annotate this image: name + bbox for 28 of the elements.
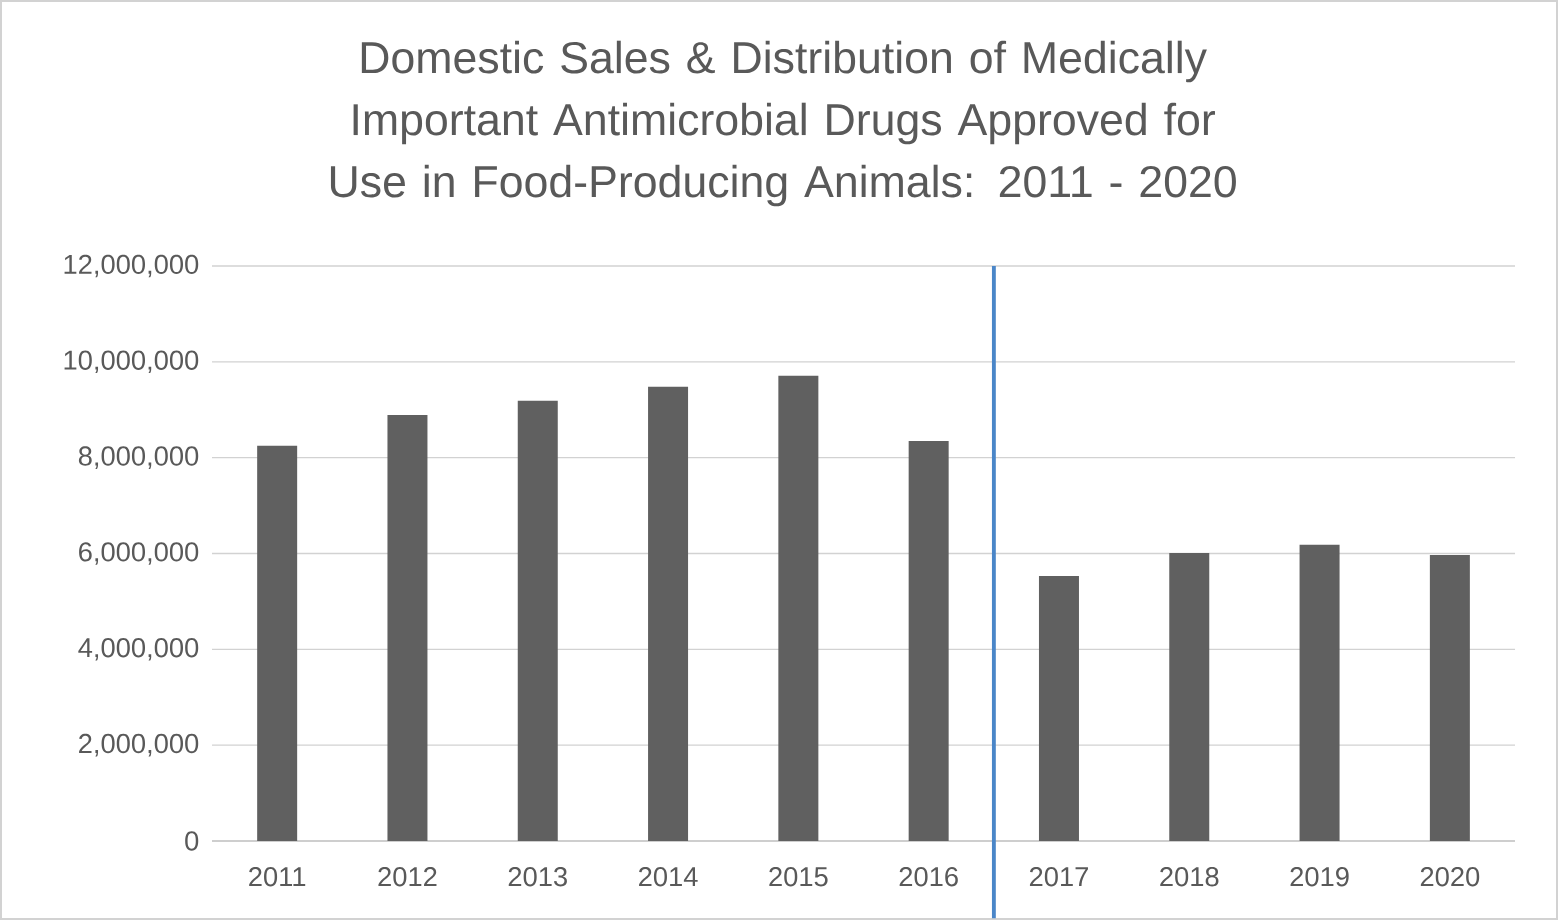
bar <box>387 414 428 841</box>
bar <box>257 445 298 841</box>
x-tick-label: 2020 <box>1420 866 1480 887</box>
x-tick-label: 2016 <box>899 866 958 887</box>
x-tick-label: 2011 <box>249 866 306 887</box>
bar <box>1038 575 1079 841</box>
y-tick-label: 0 <box>185 831 199 851</box>
y-tick-label: 12,000,000 <box>64 254 199 278</box>
bar <box>1429 554 1470 841</box>
bar <box>1169 552 1210 841</box>
y-tick-label: 2,000,000 <box>79 733 199 757</box>
x-tick-label: 2019 <box>1290 866 1349 887</box>
x-tick-label: 2018 <box>1160 866 1219 887</box>
bar <box>517 400 558 841</box>
y-tick-label: 8,000,000 <box>78 446 199 469</box>
y-tick-label: 4,000,000 <box>78 637 199 661</box>
x-tick-label: 2012 <box>378 866 437 887</box>
x-tick-label: 2013 <box>508 866 567 887</box>
bar <box>778 375 819 841</box>
bar <box>908 440 949 841</box>
bar <box>648 386 689 841</box>
x-tick-label: 2017 <box>1029 866 1088 887</box>
bar <box>1299 544 1340 841</box>
x-tick-label: 2015 <box>769 866 828 887</box>
y-tick-label: 10,000,000 <box>64 350 199 373</box>
chart-title: Domestic Sales & Distribution of Medically Important Antimicrobial Drugs Approved for Use in Food-Producing Animals: 2011 - 2020 <box>330 40 1236 207</box>
y-tick-label: 6,000,000 <box>79 542 199 565</box>
x-tick-label: 2014 <box>639 866 698 887</box>
